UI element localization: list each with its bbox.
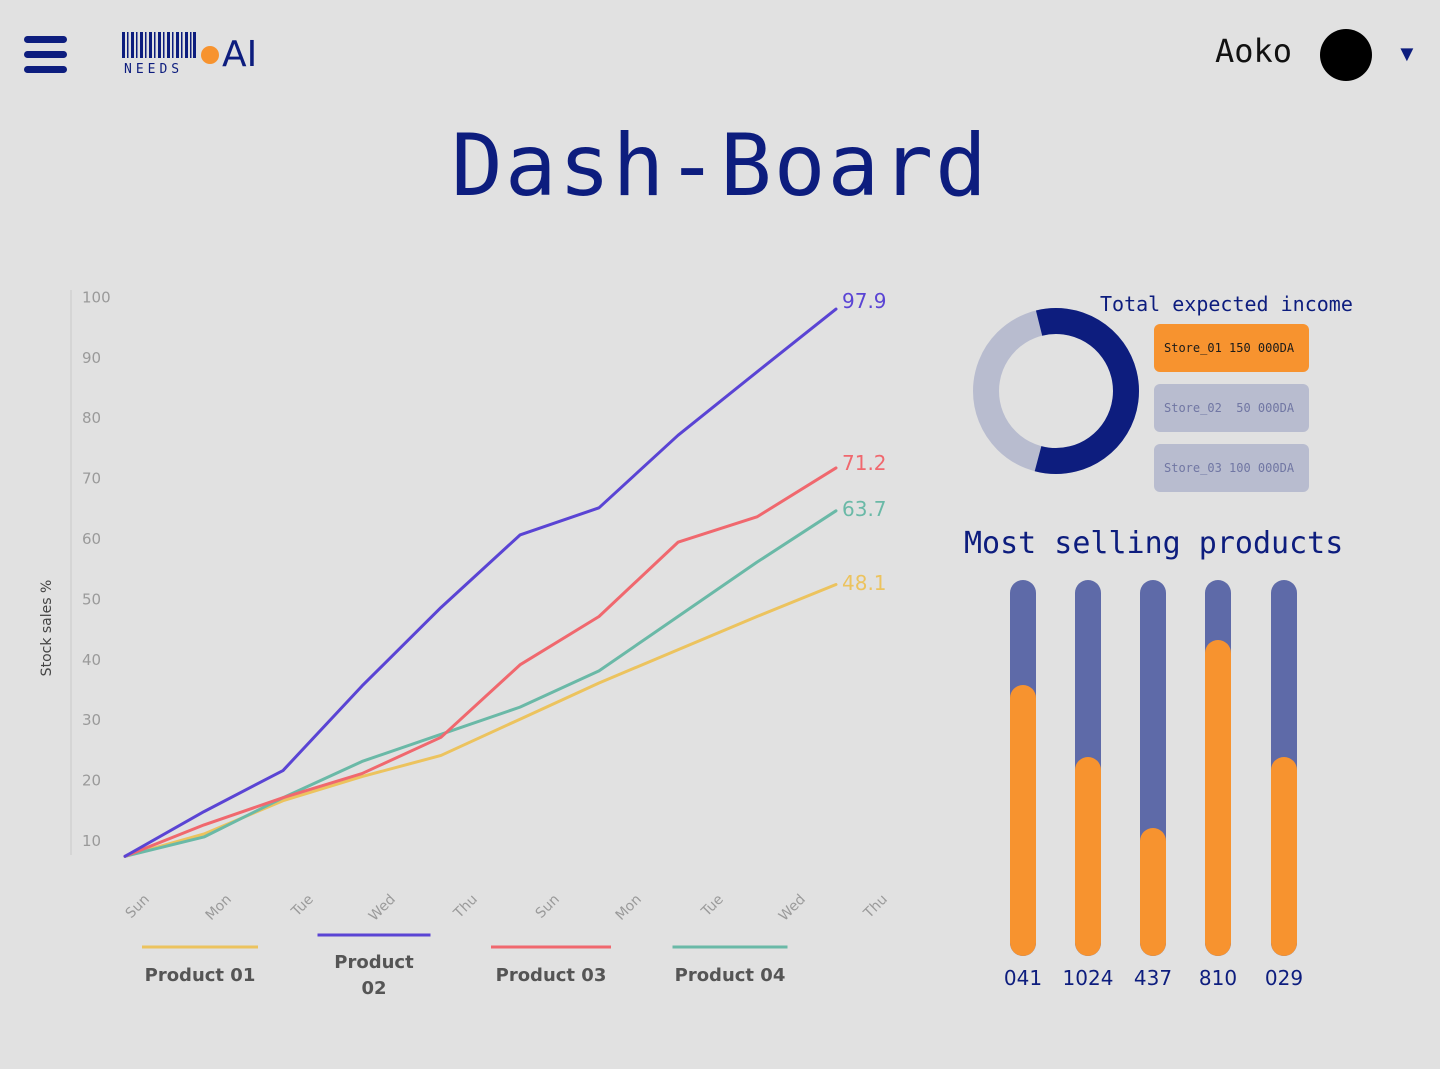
menu-bar-icon — [24, 36, 67, 43]
y-tick-label: 20 — [82, 772, 101, 790]
bar-label: 029 — [1264, 966, 1304, 990]
logo-ai-text: AI — [222, 34, 258, 75]
y-tick-label: 70 — [82, 470, 101, 488]
bar-label: 041 — [1003, 966, 1043, 990]
y-axis-label: Stock sales % — [39, 580, 55, 677]
y-tick-label: 60 — [82, 530, 101, 548]
series-line-product-04 — [123, 509, 838, 858]
legend-label: Product 04 — [675, 965, 786, 986]
line-chart: 100 90 80 70 60 50 40 30 20 10 Stock sales % Sun Mon… — [39, 288, 891, 999]
x-tick-label: Mon — [203, 892, 235, 924]
menu-button[interactable] — [24, 36, 68, 74]
avatar[interactable] — [1320, 29, 1372, 81]
page-title: Dash-Board — [451, 116, 989, 216]
x-tick-label: Tue — [698, 892, 727, 921]
y-tick-label: 10 — [82, 832, 101, 850]
bar-track — [1205, 580, 1231, 956]
x-tick-label: Tue — [288, 892, 317, 921]
x-tick-label: Sun — [123, 892, 153, 922]
bar-fill — [1075, 757, 1101, 956]
y-tick-label: 90 — [82, 349, 101, 367]
bar-track — [1010, 580, 1036, 956]
legend-label: Product 02 — [334, 952, 414, 999]
legend-label: Product 03 — [496, 965, 607, 986]
bar-label: 810 — [1198, 966, 1238, 990]
y-tick-label: 30 — [82, 711, 101, 729]
store-01-button[interactable]: Store_01 150 000DA — [1154, 324, 1309, 372]
series-end-label: 71.2 — [842, 451, 887, 475]
y-tick-label: 80 — [82, 409, 101, 427]
y-tick-label: 100 — [82, 288, 111, 306]
menu-bar-icon — [24, 66, 67, 73]
x-tick-label: Thu — [860, 892, 891, 923]
logo-dot-icon — [201, 46, 219, 64]
store-02-button[interactable]: Store_02 50 000DA — [1154, 384, 1309, 432]
income-donut-chart — [973, 308, 1139, 474]
x-tick-label: Thu — [450, 892, 481, 923]
y-tick-label: 50 — [82, 590, 101, 608]
series-line-product-02 — [123, 307, 838, 858]
bar-fill — [1140, 828, 1166, 956]
legend-label: Product 01 — [145, 965, 256, 986]
user-name: Aoko — [1214, 32, 1292, 70]
bar-track — [1271, 580, 1297, 956]
x-tick-label: Mon — [613, 892, 645, 924]
bar-fill — [1271, 757, 1297, 956]
most-selling-title: Most selling products — [964, 526, 1344, 561]
bar-track — [1075, 580, 1101, 956]
bar-track — [1140, 580, 1166, 956]
bar-label: 437 — [1133, 966, 1173, 990]
series-end-label: 48.1 — [842, 571, 887, 595]
bar-fill — [1010, 685, 1036, 956]
barcode-logo-icon — [122, 32, 196, 58]
x-tick-label: Sun — [533, 892, 563, 922]
income-title: Total expected income — [1100, 292, 1353, 316]
y-tick-label: 40 — [82, 651, 101, 669]
menu-bar-icon — [24, 51, 67, 58]
logo-text: NEEDS — [124, 62, 184, 77]
x-tick-label: Wed — [776, 892, 809, 925]
store-03-button[interactable]: Store_03 100 000DA — [1154, 444, 1309, 492]
series-end-label: 97.9 — [842, 289, 887, 313]
bar-label: 1024 — [1062, 966, 1114, 990]
bar-fill — [1205, 640, 1231, 956]
chevron-down-icon[interactable]: ▼ — [1396, 41, 1418, 66]
x-tick-label: Wed — [366, 892, 399, 925]
series-end-label: 63.7 — [842, 497, 887, 521]
series-line-product-03 — [123, 466, 838, 858]
